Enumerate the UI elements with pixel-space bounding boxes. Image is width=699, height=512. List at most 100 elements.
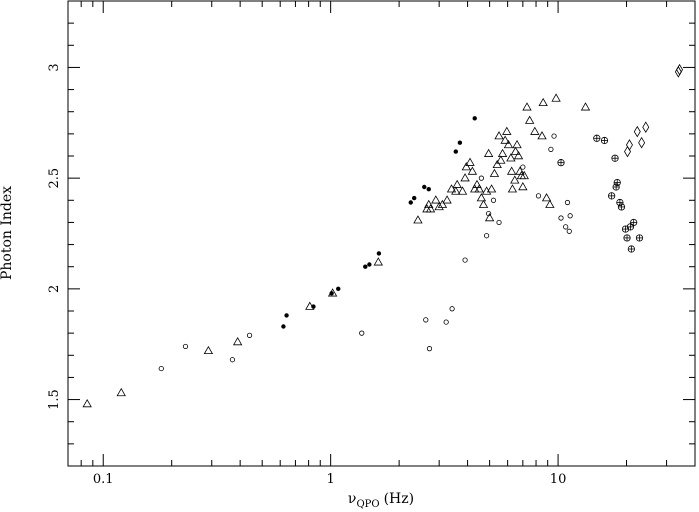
point-open-triangle: [497, 148, 508, 157]
point-open-triangle: [232, 336, 243, 346]
point-open-triangle: [518, 181, 528, 191]
point-open-triangle: [413, 215, 423, 224]
point-filled-circle: [426, 187, 431, 192]
x-tick-label: 0.1: [93, 472, 114, 487]
point-open-triangle: [465, 157, 475, 166]
point-filled-circle: [408, 200, 413, 205]
point-open-plus-circle: [623, 234, 631, 242]
x-axis-unit: (Hz): [384, 491, 415, 507]
point-open-circle: [229, 357, 236, 363]
point-filled-circle: [336, 286, 341, 292]
point-open-triangle: [515, 166, 525, 175]
point-open-triangle: [494, 131, 504, 140]
point-open-triangle: [461, 162, 472, 171]
point-filled-circle: [411, 195, 417, 201]
point-open-triangle: [452, 179, 462, 188]
point-open-diamond: [642, 121, 650, 133]
y-tick-label: 2: [47, 285, 62, 293]
point-open-triangle: [507, 184, 518, 193]
point-filled-circle: [457, 140, 463, 145]
point-open-plus-circle: [635, 234, 644, 242]
point-open-triangle: [82, 398, 92, 408]
point-open-plus-circle: [627, 245, 635, 253]
tick-labels: 0.1 1 10 1.5 2 2.5 3: [47, 63, 566, 487]
point-open-diamond: [676, 63, 683, 76]
point-open-circle: [158, 365, 164, 372]
point-open-plus-circle: [626, 223, 635, 231]
point-open-triangle: [425, 204, 436, 213]
point-open-triangle: [489, 168, 500, 177]
point-filled-circle: [472, 116, 477, 121]
point-open-circle: [567, 213, 573, 219]
point-open-triangle: [373, 257, 383, 266]
point-open-triangle: [460, 173, 470, 182]
y-tick-label: 2.5: [47, 168, 62, 189]
axis-ticks: [67, 0, 696, 467]
point-open-triangle: [437, 199, 448, 208]
point-open-circle: [462, 257, 468, 263]
point-open-triangle: [519, 170, 529, 180]
point-open-triangle: [580, 102, 591, 111]
point-open-triangle: [513, 150, 524, 160]
point-open-triangle: [305, 301, 315, 310]
x-axis-title: νQPO (Hz): [348, 491, 414, 510]
point-open-triangle: [457, 186, 468, 195]
point-open-diamond: [624, 145, 631, 158]
point-open-plus-circle: [630, 218, 638, 227]
point-open-triangle: [522, 102, 532, 111]
point-open-circle: [246, 332, 253, 338]
y-tick-label: 1.5: [47, 389, 62, 410]
y-tick-label: 3: [47, 63, 62, 71]
point-open-triangle: [510, 146, 521, 155]
point-filled-circle: [376, 251, 382, 256]
point-filled-circle: [284, 313, 289, 318]
point-open-plus-circle: [616, 198, 624, 207]
point-open-circle: [484, 233, 490, 239]
point-open-triangle: [545, 199, 555, 208]
point-open-triangle: [492, 159, 502, 169]
point-open-triangle: [512, 139, 522, 149]
point-open-plus-circle: [621, 225, 630, 233]
point-open-diamond: [674, 66, 682, 78]
point-open-triangle: [551, 93, 561, 102]
point-open-plus-circle: [557, 159, 565, 167]
x-axis-symbol: ν: [348, 491, 357, 507]
point-open-triangle: [516, 170, 527, 180]
point-open-triangle: [506, 166, 517, 175]
point-open-circle: [490, 197, 497, 203]
x-axis-subscript: QPO: [356, 499, 379, 510]
point-open-diamond: [633, 125, 641, 138]
point-open-circle: [563, 224, 569, 230]
point-open-plus-circle: [612, 183, 620, 191]
plot-frame: [67, 0, 696, 467]
point-open-triangle: [451, 186, 461, 195]
point-open-triangle: [506, 153, 516, 162]
point-open-triangle: [510, 175, 520, 184]
point-open-triangle: [524, 115, 535, 124]
y-axis-title: Photon Index: [0, 186, 15, 280]
point-open-diamond: [638, 136, 646, 149]
point-open-circle: [558, 215, 564, 221]
point-open-triangle: [446, 184, 457, 193]
point-open-triangle: [500, 135, 510, 144]
point-open-triangle: [434, 201, 444, 211]
point-open-plus-circle: [600, 136, 609, 145]
point-open-plus-circle: [593, 134, 601, 142]
point-open-triangle: [472, 179, 482, 188]
point-open-triangle: [486, 184, 497, 193]
point-open-triangle: [530, 126, 540, 135]
point-open-circle: [449, 306, 455, 312]
point-open-plus-circle: [608, 192, 616, 200]
point-open-triangle: [203, 345, 214, 355]
point-open-triangle: [467, 166, 478, 175]
point-open-circle: [535, 193, 542, 199]
point-open-circle: [478, 175, 484, 181]
point-open-triangle: [484, 212, 495, 222]
point-open-circle: [520, 164, 526, 170]
point-filled-circle: [453, 149, 458, 154]
point-filled-circle: [367, 262, 372, 267]
point-open-circle: [551, 133, 557, 139]
point-open-circle: [423, 317, 429, 323]
point-open-triangle: [431, 195, 441, 204]
